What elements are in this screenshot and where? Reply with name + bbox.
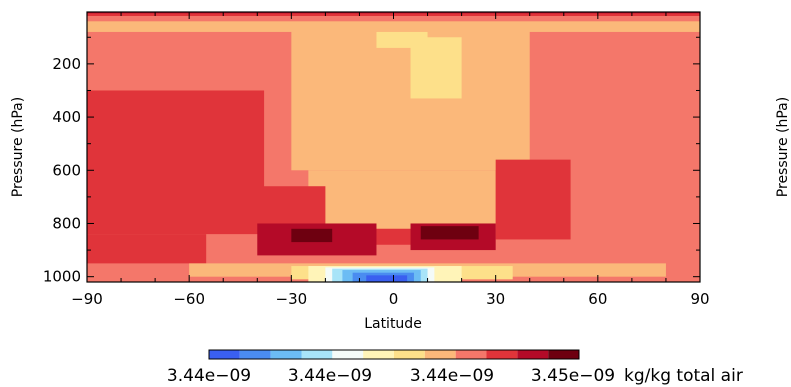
colorbar-swatch <box>517 350 549 359</box>
y-tick-label: 200 <box>52 55 81 73</box>
contour-field <box>87 12 700 282</box>
x-tick-label: −60 <box>173 290 205 308</box>
x-axis: −90 −60 −30 0 30 60 90 <box>71 12 710 308</box>
colorbar-frame <box>208 349 580 360</box>
y-axis: 200 400 600 800 1000 <box>43 36 700 286</box>
contour-cell <box>291 228 333 243</box>
y-tick-label: 600 <box>52 161 81 179</box>
x-tick-label: 90 <box>690 290 709 308</box>
contour-cell <box>420 226 479 240</box>
colorbar-swatch <box>239 350 271 359</box>
colorbar-tick-label: 3.45e−09 <box>531 366 615 386</box>
contour-cell <box>87 21 700 32</box>
x-tick-label: −90 <box>71 290 103 308</box>
colorbar-swatch <box>209 350 240 359</box>
contour-cell <box>87 234 207 264</box>
colorbar-swatch <box>548 350 579 359</box>
y-tick-label: 400 <box>52 108 81 126</box>
colorbar-swatch <box>363 350 394 359</box>
contour-cell <box>495 159 571 240</box>
colorbar-tick-label: 3.44e−09 <box>167 366 251 386</box>
plot-area <box>87 12 700 282</box>
contour-cell <box>308 170 496 229</box>
colorbar-swatch <box>424 350 456 359</box>
contour-cell <box>240 186 326 229</box>
colorbar-swatch <box>455 350 487 359</box>
colorbar-swatch <box>486 350 518 359</box>
x-tick-label: −30 <box>276 290 308 308</box>
colorbar <box>208 349 580 360</box>
y-tick-label: 1000 <box>43 268 81 286</box>
colorbar-swatch <box>332 350 364 359</box>
colorbar-tick-label: 3.44e−09 <box>410 366 494 386</box>
colorbar-labels: 3.44e−09 3.44e−09 3.44e−09 3.45e−09 kg/kg to… <box>167 366 743 386</box>
colorbar-swatch <box>270 350 302 359</box>
x-tick-label: 60 <box>588 290 607 308</box>
colorbar-swatch <box>301 350 333 359</box>
contour-cell <box>376 31 428 48</box>
colorbar-tick-label: 3.44e−09 <box>288 366 372 386</box>
contour-cell <box>87 90 265 235</box>
y-axis-title-panel-2: Pressure (hPa) <box>775 97 791 197</box>
x-tick-label: 30 <box>486 290 505 308</box>
x-tick-label: 0 <box>389 290 399 308</box>
contour-cell <box>366 275 408 282</box>
colorbar-swatch <box>394 350 425 359</box>
y-axis-title: Pressure (hPa) <box>10 97 26 197</box>
x-axis-title: Latitude <box>364 316 422 332</box>
y-tick-label: 800 <box>52 214 81 232</box>
colorbar-units: kg/kg total air <box>624 366 743 386</box>
